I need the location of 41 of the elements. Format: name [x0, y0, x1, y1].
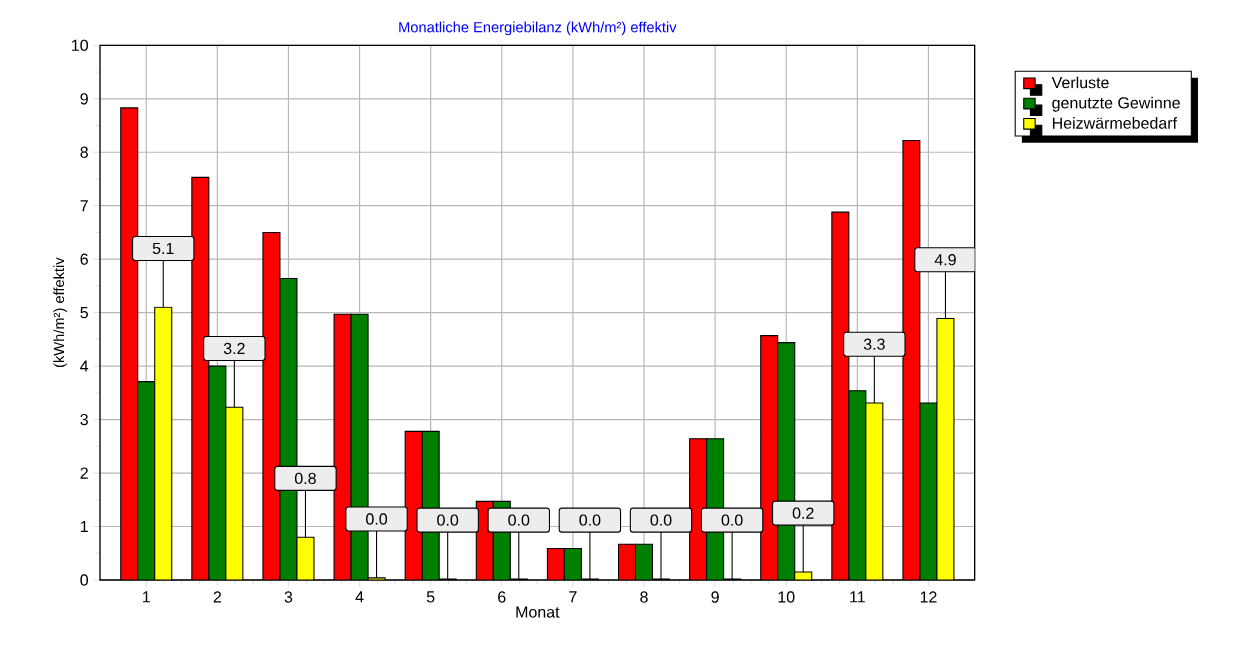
- y-tick-label: 4: [80, 360, 89, 372]
- data-label: 0.0: [508, 514, 530, 526]
- x-tick-label: 7: [569, 591, 577, 603]
- x-tick-label: 6: [498, 591, 506, 603]
- y-tick-label: 1: [80, 521, 88, 533]
- y-tick-label: 8: [80, 146, 88, 158]
- y-tick-label: 5: [80, 307, 88, 319]
- y-tick-label: 6: [80, 253, 88, 265]
- y-tick-label: 0: [80, 574, 89, 586]
- data-label: 0.2: [792, 507, 814, 519]
- x-tick-label: 11: [850, 591, 865, 603]
- chart-title: Monatliche Energiebilanz (kWh/m²) effektiv: [399, 21, 677, 36]
- data-label: 3.3: [863, 338, 885, 350]
- data-label: 0.0: [650, 514, 672, 526]
- data-label: 0.0: [437, 514, 459, 526]
- y-tick-label: 7: [80, 200, 88, 212]
- data-label: 3.2: [223, 342, 245, 355]
- data-label: 0.0: [579, 514, 601, 526]
- x-tick-label: 8: [640, 591, 648, 603]
- y-tick-label: 3: [80, 413, 88, 426]
- legend-label: genutzte Gewinne: [1052, 96, 1180, 112]
- y-tick-label: 2: [80, 467, 88, 479]
- x-tick-label: 12: [920, 591, 937, 603]
- x-tick-label: 1: [142, 591, 150, 603]
- x-tick-label: 10: [778, 591, 795, 603]
- data-label: 5.1: [152, 242, 174, 255]
- data-label: 0.0: [366, 513, 388, 525]
- y-tick-label: 9: [80, 93, 88, 105]
- x-tick-label: 4: [355, 591, 364, 603]
- y-tick-label: 10: [72, 39, 89, 51]
- data-label: 4.9: [934, 254, 956, 266]
- data-label: 0.8: [294, 472, 316, 485]
- x-tick-label: 3: [284, 591, 293, 603]
- x-tick-label: 5: [426, 591, 435, 603]
- legend-label: Verluste: [1051, 76, 1109, 89]
- x-axis-title: Monat: [516, 606, 560, 618]
- data-label: 0.0: [721, 514, 743, 526]
- x-tick-label: 2: [213, 591, 221, 603]
- y-axis-title: (kWh/m²) effektiv: [53, 257, 68, 368]
- legend-label: Heizwärmebedarf: [1052, 117, 1178, 129]
- x-tick-label: 9: [711, 591, 719, 603]
